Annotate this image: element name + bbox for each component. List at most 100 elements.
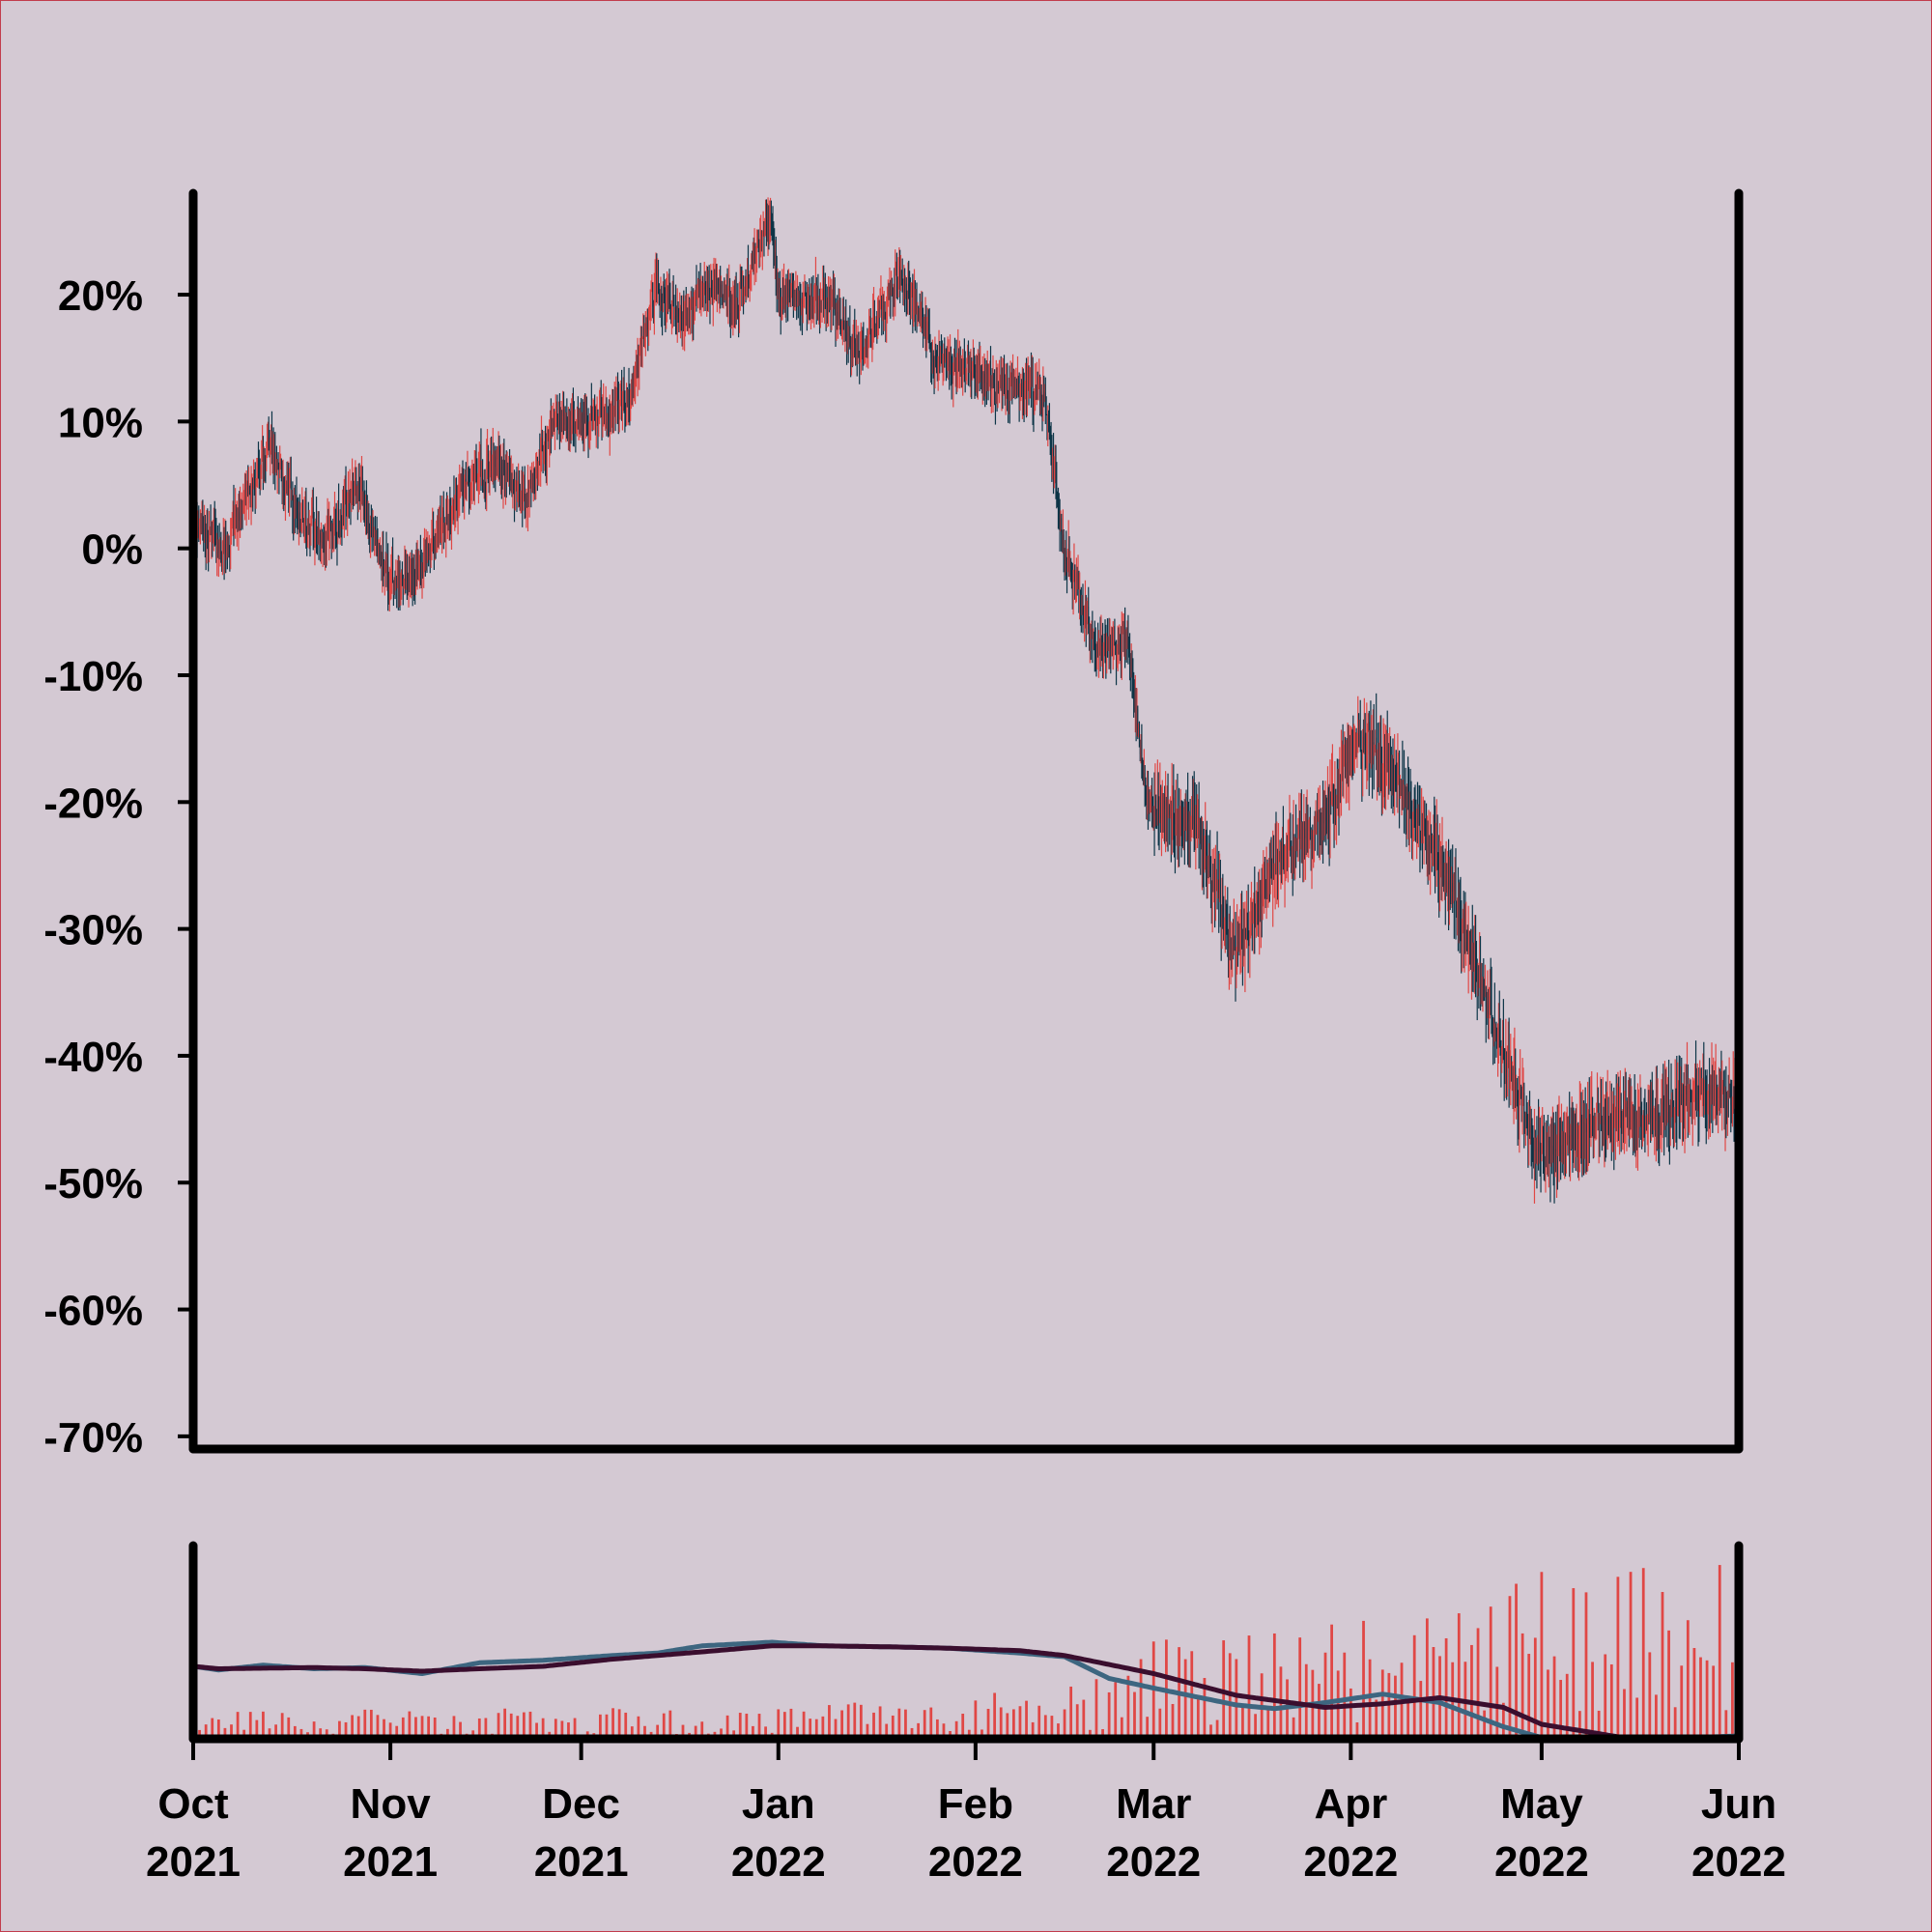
candle-body (1490, 996, 1491, 1006)
volume-bar (656, 1724, 660, 1739)
candle-body (820, 299, 822, 313)
candle-body (1357, 731, 1359, 741)
candle-body (440, 517, 441, 538)
candle-body (1249, 928, 1251, 946)
candle-body (1305, 828, 1307, 838)
candle-body (1078, 574, 1080, 602)
candle-body (507, 470, 509, 480)
volume-bar (846, 1704, 850, 1739)
candle-body (1607, 1101, 1609, 1122)
candle-body (1340, 779, 1342, 788)
volume-axes (188, 1541, 1744, 1744)
candle-body (824, 290, 825, 299)
candle-body (1282, 847, 1283, 859)
candle-body (1634, 1109, 1635, 1122)
candle-body (1673, 1107, 1675, 1118)
candle-body (941, 363, 943, 373)
candle-body (752, 256, 753, 270)
candle-body (559, 416, 560, 426)
candle-body (219, 541, 221, 553)
x-tick-year-label: 2022 (731, 1838, 826, 1886)
candle-body (402, 569, 403, 580)
volume-bar (1578, 1711, 1581, 1739)
candle-body (384, 555, 386, 565)
candle-body (594, 404, 596, 420)
candle-body (904, 280, 905, 293)
candle-body (273, 452, 275, 464)
candle-body (512, 480, 514, 490)
candle-body (1571, 1135, 1573, 1146)
candle-body (1449, 880, 1451, 890)
candle-body (1251, 911, 1252, 921)
candle-body (394, 580, 396, 589)
candle-body (276, 459, 278, 470)
candle-body (822, 290, 824, 299)
candle-body (648, 318, 649, 330)
volume-bar (1584, 1592, 1588, 1739)
volume-bar (1387, 1672, 1391, 1739)
candle-body (404, 569, 406, 580)
candle-body (1080, 601, 1082, 611)
candle-body (773, 237, 775, 249)
candle-body (975, 376, 977, 385)
y-tick-label: 20% (58, 272, 143, 320)
candle-body (694, 298, 696, 308)
candle-body (1190, 816, 1192, 831)
candle-body (1527, 1130, 1529, 1140)
candle-body (540, 447, 542, 465)
volume-bar (967, 1729, 971, 1739)
candle-body (1156, 814, 1157, 824)
candle-body (1009, 390, 1010, 400)
candle-body (1617, 1108, 1619, 1118)
candle-body (1242, 942, 1244, 952)
volume-bar (954, 1720, 958, 1739)
candle-body (767, 217, 769, 237)
candle-body (1531, 1132, 1533, 1143)
candle-body (1348, 762, 1350, 772)
candle-body (1615, 1109, 1617, 1126)
candle-body (1278, 861, 1279, 870)
candle-body (1710, 1085, 1711, 1100)
x-tick-month-label: Apr (1314, 1780, 1387, 1828)
volume-bar (1368, 1659, 1372, 1739)
candle-body (657, 275, 659, 285)
volume-bar (1648, 1652, 1652, 1739)
candle-body (746, 278, 748, 288)
candle-body (1122, 624, 1124, 634)
candle-body (1533, 1151, 1535, 1161)
candle-body (577, 413, 579, 426)
volume-bar (745, 1713, 749, 1739)
candle-body (1168, 806, 1170, 815)
candle-body (1426, 844, 1428, 854)
candle-body (1330, 795, 1332, 805)
candle-body (461, 480, 463, 490)
candle-body (285, 481, 287, 491)
candle-body (957, 354, 959, 364)
volume-bar (980, 1729, 983, 1739)
candle-body (774, 248, 776, 262)
volume-bar (1094, 1679, 1098, 1739)
candle-body (435, 540, 437, 550)
candle-body (1632, 1104, 1634, 1114)
candle-body (577, 413, 578, 423)
candle-body (468, 474, 469, 484)
candle-body (626, 390, 627, 417)
candle-body (1707, 1099, 1709, 1112)
candle-body (361, 477, 362, 488)
candle-body (450, 520, 452, 529)
candle-body (1727, 1091, 1728, 1108)
candle-body (737, 299, 739, 309)
candle-body (1490, 996, 1492, 1009)
candle-body (1711, 1085, 1713, 1094)
candle-body (1130, 664, 1131, 673)
candle-body (1687, 1086, 1689, 1101)
candle-body (1425, 836, 1427, 845)
candle-body (842, 317, 844, 328)
candle-body (993, 374, 995, 384)
candle-body (698, 284, 700, 295)
candle-body (1719, 1080, 1720, 1098)
candle-body (197, 526, 199, 536)
candle-body (1098, 647, 1099, 657)
candle-body (1220, 883, 1221, 912)
candle-body (554, 411, 556, 421)
